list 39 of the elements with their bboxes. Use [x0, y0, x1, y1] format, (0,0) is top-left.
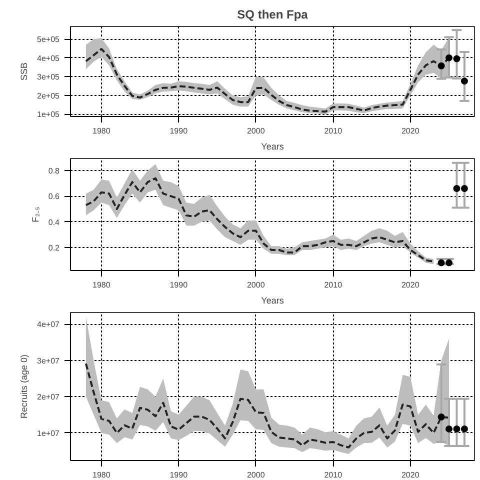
point [460, 78, 468, 85]
x-tick-label: 1990 [170, 280, 188, 290]
y-tick-label: 0.6 [48, 192, 60, 202]
y-axis-title: Recruits (age 0) [19, 354, 30, 419]
y-tick-label: 2e+07 [37, 392, 60, 402]
y-tick-label: 4e+07 [37, 320, 60, 330]
x-tick-label: 2010 [324, 470, 343, 480]
point [453, 55, 460, 62]
y-tick-label: 3e+07 [37, 356, 60, 366]
y-tick-label: 4e+05 [37, 54, 60, 63]
y-tick-label: 2e+05 [37, 91, 60, 100]
x-tick-label: 2010 [324, 280, 343, 290]
chart-title: SQ then Fpa [237, 8, 308, 22]
y-tick-label: 0.4 [48, 218, 60, 227]
y-axis-title: SSB [19, 62, 30, 81]
x-tick-label: 1980 [92, 470, 111, 480]
y-tick-label: 5e+05 [37, 35, 60, 44]
x-tick-label: 2010 [324, 126, 343, 136]
y-tick-label: 3e+05 [37, 72, 60, 82]
x-tick-label: 2020 [401, 126, 420, 136]
line-series [84, 362, 450, 448]
y-tick-label: 1e+07 [37, 428, 60, 438]
x-tick-label: 2020 [401, 280, 420, 290]
x-tick-label: 1990 [170, 470, 188, 480]
x-axis-title: Years [261, 296, 284, 306]
y-tick-label: 0.8 [48, 166, 60, 176]
y-axis-title: F₂₋₅ [30, 206, 40, 222]
y-tick-label: 0.2 [48, 243, 60, 252]
point [446, 54, 453, 62]
x-tick-label: 1980 [92, 126, 111, 136]
x-tick-label: 2000 [246, 126, 266, 136]
x-tick-label: 1980 [92, 280, 111, 290]
x-tick-label: 2000 [246, 470, 266, 480]
x-axis-title: Years [261, 142, 284, 152]
y-tick-label: 1e+05 [37, 110, 60, 120]
x-tick-label: 1990 [170, 126, 188, 136]
x-tick-label: 2000 [246, 280, 266, 290]
point [438, 62, 445, 70]
x-tick-label: 2020 [401, 470, 420, 480]
